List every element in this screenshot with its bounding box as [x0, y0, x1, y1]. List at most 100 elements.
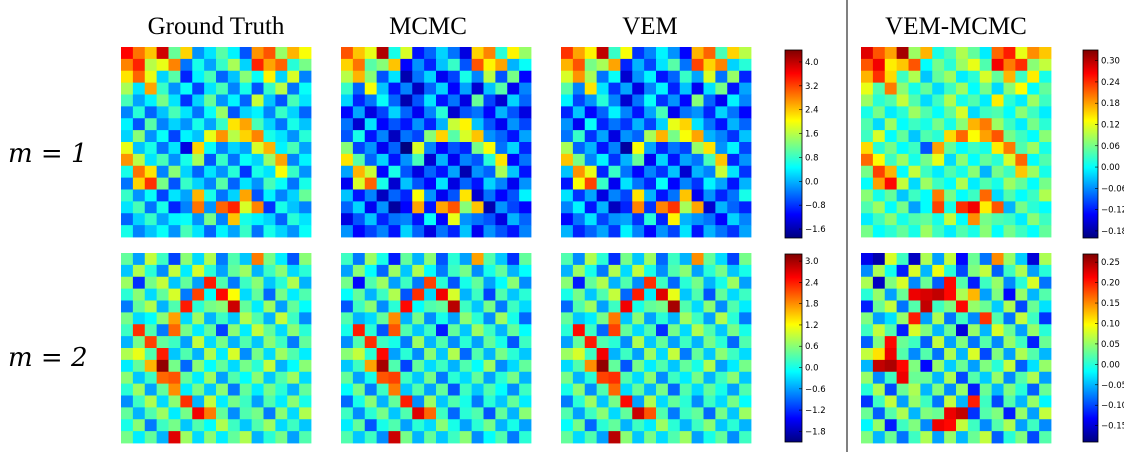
- heatmap-cell: [1003, 324, 1016, 337]
- heatmap-cell: [180, 312, 193, 325]
- heatmap-cell: [1003, 312, 1016, 325]
- heatmap-cell: [239, 165, 253, 179]
- heatmap-cell: [967, 264, 981, 278]
- heatmap-cell: [1003, 264, 1016, 278]
- heatmap-cell: [364, 371, 378, 385]
- heatmap-cell: [944, 419, 957, 432]
- heatmap-cell: [884, 276, 898, 290]
- heatmap-cell: [263, 336, 276, 349]
- heatmap-cell: [896, 336, 909, 349]
- heatmap-cell: [1027, 70, 1040, 84]
- heatmap-cell: [908, 264, 921, 278]
- heatmap-cell: [608, 201, 621, 214]
- heatmap-cell: [376, 348, 389, 361]
- heatmap-cell: [132, 213, 146, 226]
- heatmap-cell: [884, 177, 898, 190]
- heatmap-cell: [216, 177, 229, 190]
- heatmap-cell: [132, 47, 146, 60]
- heatmap-cell: [483, 213, 496, 226]
- heatmap-cell: [632, 106, 645, 119]
- heatmap-cell: [144, 47, 158, 60]
- heatmap-cell: [495, 142, 508, 155]
- heatmap-cell: [364, 395, 378, 408]
- heatmap-cell: [204, 201, 217, 214]
- heatmap-cell: [341, 264, 354, 278]
- heatmap-cell: [715, 253, 728, 266]
- heatmap-cell: [483, 407, 496, 420]
- heatmap-cell: [483, 348, 496, 361]
- heatmap-cell: [1003, 177, 1016, 190]
- heatmap-cell: [1027, 336, 1040, 349]
- heatmap-cell: [341, 118, 354, 131]
- heatmap-cell: [679, 189, 693, 202]
- heatmap-cell: [376, 213, 389, 226]
- heatmap-cell: [667, 395, 681, 408]
- heatmap-cell: [204, 395, 217, 408]
- heatmap-cell: [519, 407, 532, 420]
- heatmap-cell: [908, 371, 921, 385]
- heatmap-cell: [727, 395, 740, 408]
- heatmap-cell: [861, 253, 874, 266]
- heatmap-cell: [956, 288, 969, 301]
- heatmap-cell: [572, 201, 586, 214]
- heatmap-cell: [667, 383, 681, 396]
- heatmap-cell: [216, 70, 229, 84]
- heatmap-cell: [364, 324, 378, 337]
- heatmap-cell: [861, 407, 874, 420]
- heatmap-cell: [144, 336, 158, 349]
- heatmap-cell: [715, 118, 728, 131]
- heatmap-cell: [991, 118, 1004, 131]
- heatmap-cell: [192, 312, 205, 325]
- heatmap-cell: [519, 264, 532, 278]
- heatmap-cell: [584, 419, 598, 432]
- colorbar-tick-label: 0.25: [1101, 258, 1120, 268]
- heatmap-cell: [727, 58, 740, 72]
- heatmap-cell: [495, 371, 508, 385]
- heatmap-cell: [436, 58, 449, 72]
- heatmap-cell: [1003, 288, 1016, 301]
- heatmap-cell: [239, 359, 253, 373]
- heatmap-cell: [287, 395, 300, 408]
- heatmap-cell: [691, 142, 704, 155]
- heatmap-cell: [572, 82, 586, 95]
- heatmap-cell: [263, 213, 276, 226]
- heatmap-cell: [251, 348, 264, 361]
- heatmap-cell: [352, 58, 366, 72]
- heatmap-cell: [739, 324, 752, 337]
- heatmap-cell: [561, 70, 574, 84]
- heatmap-cell: [168, 419, 181, 432]
- heatmap-cell: [251, 276, 264, 290]
- colorbar-tick-label: −0.18: [1101, 227, 1124, 237]
- heatmap-cell: [519, 189, 532, 202]
- heatmap-cell: [192, 395, 205, 408]
- heatmap-cell: [388, 264, 401, 278]
- heatmap-cell: [216, 359, 229, 373]
- heatmap-cell: [168, 312, 181, 325]
- heatmap-cell: [495, 201, 508, 214]
- heatmap-cell: [656, 213, 669, 226]
- heatmap-cell: [979, 300, 993, 313]
- heatmap-cell: [979, 276, 993, 290]
- heatmap-cell: [287, 130, 300, 143]
- heatmap-cell: [561, 213, 574, 226]
- heatmap-cell: [400, 177, 413, 190]
- heatmap-cell: [287, 118, 300, 131]
- heatmap-cell: [1003, 395, 1016, 408]
- heatmap-cell: [144, 213, 158, 226]
- heatmap-cell: [156, 359, 169, 373]
- heatmap-cell: [667, 201, 681, 214]
- heatmap-cell: [703, 142, 716, 155]
- heatmap-cell: [275, 383, 288, 396]
- heatmap-cell: [1027, 94, 1040, 107]
- heatmap-cell: [180, 407, 193, 420]
- heatmap-cell: [561, 106, 574, 119]
- heatmap-cell: [679, 383, 693, 396]
- heatmap-cell: [436, 371, 449, 385]
- heatmap-cell: [263, 312, 276, 325]
- heatmap-cell: [991, 70, 1004, 84]
- heatmap-cell: [1027, 58, 1040, 72]
- heatmap-cell: [424, 58, 437, 72]
- heatmap-cell: [471, 324, 484, 337]
- heatmap-cell: [459, 201, 473, 214]
- heatmap-cell: [495, 431, 508, 444]
